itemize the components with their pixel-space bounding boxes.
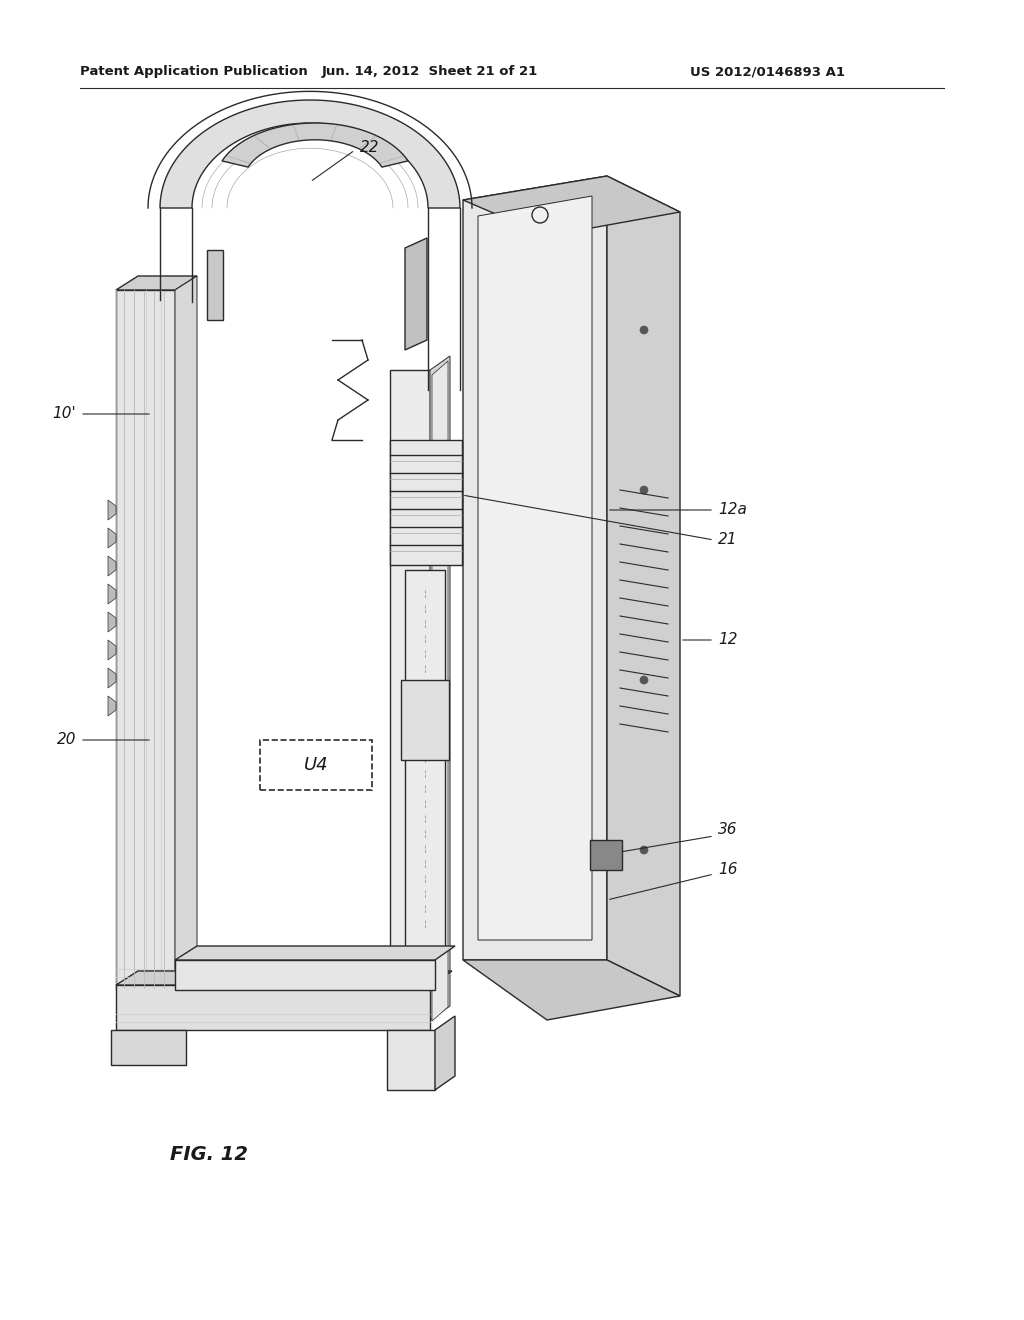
- Text: 36: 36: [718, 822, 737, 837]
- Polygon shape: [430, 356, 450, 1020]
- Text: US 2012/0146893 A1: US 2012/0146893 A1: [690, 66, 845, 78]
- Polygon shape: [401, 680, 449, 760]
- Text: 10': 10': [52, 407, 76, 421]
- Polygon shape: [387, 1030, 435, 1090]
- Circle shape: [640, 326, 648, 334]
- Circle shape: [640, 846, 648, 854]
- Polygon shape: [175, 946, 455, 960]
- Polygon shape: [116, 972, 452, 985]
- Polygon shape: [435, 1016, 455, 1090]
- Polygon shape: [116, 276, 197, 290]
- Polygon shape: [116, 290, 175, 990]
- Polygon shape: [160, 100, 460, 209]
- Polygon shape: [116, 985, 430, 1030]
- Text: Jun. 14, 2012  Sheet 21 of 21: Jun. 14, 2012 Sheet 21 of 21: [322, 66, 539, 78]
- Polygon shape: [108, 612, 116, 632]
- Polygon shape: [108, 583, 116, 605]
- Text: 20: 20: [56, 733, 76, 747]
- Polygon shape: [607, 176, 680, 997]
- Text: 12: 12: [718, 632, 737, 648]
- Polygon shape: [108, 668, 116, 688]
- Text: 21: 21: [718, 532, 737, 548]
- Polygon shape: [108, 556, 116, 576]
- Polygon shape: [175, 276, 197, 990]
- Polygon shape: [111, 1030, 186, 1065]
- Polygon shape: [478, 195, 592, 940]
- Polygon shape: [108, 528, 116, 548]
- Polygon shape: [590, 840, 622, 870]
- Polygon shape: [108, 640, 116, 660]
- Polygon shape: [406, 238, 427, 350]
- Polygon shape: [463, 176, 680, 236]
- Bar: [260, 741, 372, 789]
- Polygon shape: [432, 360, 449, 1020]
- Polygon shape: [463, 960, 680, 1020]
- Polygon shape: [463, 176, 607, 960]
- Text: FIG. 12: FIG. 12: [170, 1146, 248, 1164]
- Circle shape: [640, 676, 648, 684]
- Polygon shape: [222, 123, 408, 168]
- Text: 16: 16: [718, 862, 737, 878]
- Polygon shape: [390, 370, 430, 1020]
- Text: U4: U4: [304, 756, 329, 774]
- Text: Patent Application Publication: Patent Application Publication: [80, 66, 308, 78]
- Polygon shape: [406, 570, 445, 950]
- Polygon shape: [207, 249, 223, 319]
- Polygon shape: [390, 440, 462, 565]
- Text: 22: 22: [360, 140, 380, 156]
- Polygon shape: [108, 500, 116, 520]
- Text: 12a: 12a: [718, 503, 746, 517]
- Circle shape: [640, 486, 648, 494]
- Polygon shape: [108, 696, 116, 715]
- Polygon shape: [175, 960, 435, 990]
